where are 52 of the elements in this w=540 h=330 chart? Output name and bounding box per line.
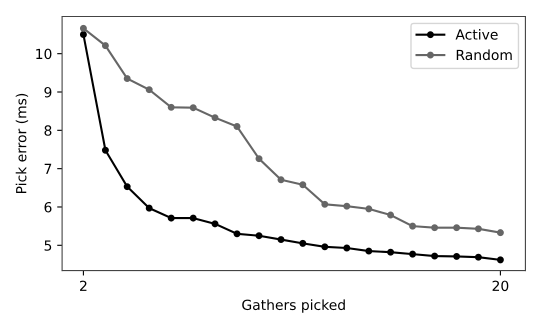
point [102,42,109,50]
point [168,104,175,111]
point [496,229,504,236]
point [256,232,262,240]
point [431,252,438,260]
point [453,224,460,232]
point [190,104,197,112]
point [234,123,240,130]
point [387,212,394,218]
point [80,31,87,38]
point [212,114,218,122]
x-tick-label: 20 [492,280,508,292]
y-axis-title: Pick error (ms) [16,94,28,194]
point [343,202,350,210]
y-tick-label: 8 [44,125,52,136]
point [474,225,482,232]
legend-label: Random [456,49,512,60]
point [212,220,218,228]
point [299,240,306,247]
point [278,236,284,244]
y-tick-label: 10 [36,48,52,60]
point [409,250,416,258]
point [409,222,416,230]
x-tick-label: 2 [80,280,86,291]
point [496,256,504,264]
point [321,200,328,208]
y-tick-label: 9 [44,86,52,98]
point [146,204,153,212]
point [474,254,482,261]
point [146,86,153,94]
x-axis-title: Gathers picked [242,299,345,313]
point [431,224,438,232]
point [80,24,87,32]
point [365,248,372,255]
point [299,181,306,188]
point [124,183,131,190]
point [168,214,175,222]
point [278,176,284,184]
legend-label: Active [456,29,498,40]
point [453,252,460,260]
point [102,146,109,154]
point [256,155,262,162]
point [321,243,328,250]
point [343,244,350,252]
y-tick-label: 6 [44,202,52,212]
point [365,205,372,212]
point [387,248,394,256]
point [190,214,197,222]
y-tick-label: 7 [44,164,52,174]
point [234,230,240,238]
y-tick-label: 5 [44,240,52,251]
point [124,75,131,82]
